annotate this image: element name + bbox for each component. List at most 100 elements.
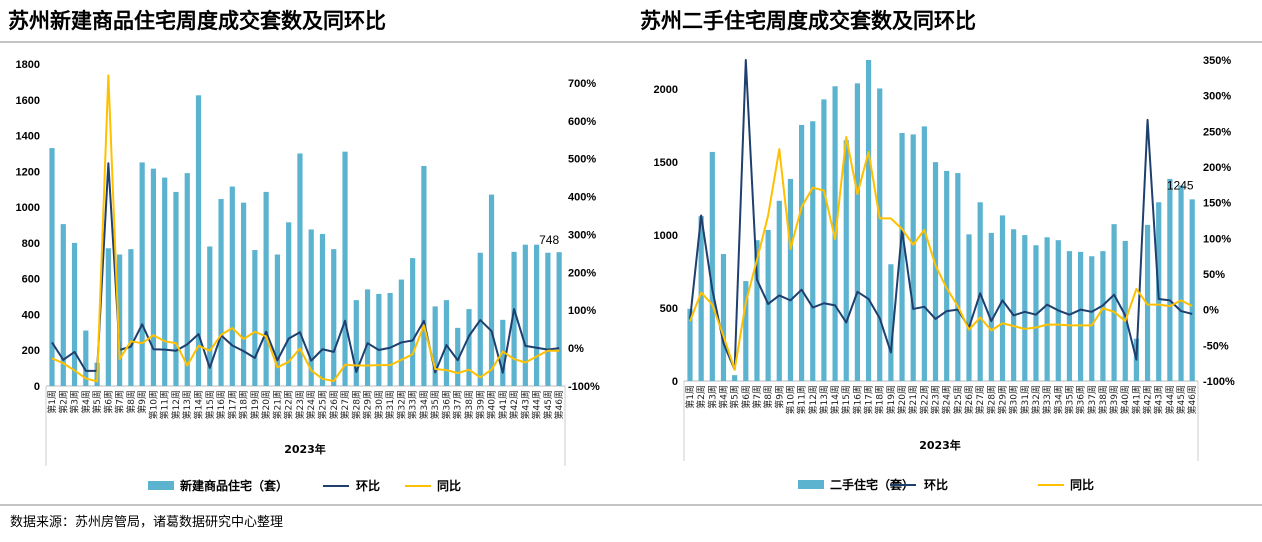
x-tick-label: 第16周 xyxy=(851,385,863,414)
x-axis-title: 2023年 xyxy=(284,442,326,456)
bar-第15周 xyxy=(207,246,213,386)
bar-第4周 xyxy=(83,330,89,386)
bar-第8周 xyxy=(765,229,771,381)
bar-第21周 xyxy=(274,254,280,386)
legend-yoy-label: 同比 xyxy=(1070,477,1094,492)
x-tick-label: 第6周 xyxy=(102,390,114,414)
bar-第37周 xyxy=(1089,256,1095,381)
x-tick-label: 第22周 xyxy=(283,390,295,419)
bar-第30周 xyxy=(1011,229,1017,381)
bar-第1周 xyxy=(687,308,693,381)
y2-tick-label: 150% xyxy=(1203,198,1231,210)
y-tick-label: 1200 xyxy=(16,166,40,178)
x-tick-label: 第5周 xyxy=(729,385,741,409)
x-tick-label: 第21周 xyxy=(271,390,283,419)
bar-第35周 xyxy=(1066,251,1073,381)
x-tick-label: 第17周 xyxy=(226,390,238,419)
y-tick-label: 200 xyxy=(22,345,40,357)
x-tick-label: 第4周 xyxy=(717,385,729,409)
y-tick-label: 2000 xyxy=(654,84,678,96)
y2-tick-label: 250% xyxy=(1203,126,1231,138)
x-tick-label: 第29周 xyxy=(362,390,374,419)
x-tick-label: 第40周 xyxy=(486,390,498,419)
x-tick-label: 第7周 xyxy=(114,390,126,414)
x-tick-label: 第44周 xyxy=(531,390,543,419)
bar-第40周 xyxy=(488,194,495,386)
x-tick-label: 第28周 xyxy=(350,390,362,419)
y2-tick-label: 100% xyxy=(1203,233,1231,245)
x-tick-label: 第41周 xyxy=(497,390,509,419)
y2-tick-label: 0% xyxy=(568,343,584,355)
bar-第24周 xyxy=(944,170,950,381)
x-tick-label: 第34周 xyxy=(1052,385,1064,414)
x-tick-label: 第8周 xyxy=(762,385,774,409)
bar-第32周 xyxy=(1033,245,1039,381)
legend-bar-label: 新建商品住宅（套） xyxy=(180,478,288,493)
x-tick-label: 第41周 xyxy=(1130,385,1142,414)
x-tick-label: 第32周 xyxy=(395,390,407,419)
y-tick-label: 0 xyxy=(672,376,678,388)
x-tick-label: 第13周 xyxy=(818,385,830,414)
bar-第31周 xyxy=(1022,235,1028,381)
bar-第6周 xyxy=(743,281,749,381)
y2-tick-label: 500% xyxy=(568,154,596,166)
x-tick-label: 第28周 xyxy=(985,385,997,414)
y2-tick-label: 350% xyxy=(1203,55,1231,67)
x-tick-label: 第23周 xyxy=(294,390,306,419)
x-tick-label: 第27周 xyxy=(339,390,351,419)
x-tick-label: 第1周 xyxy=(684,385,696,409)
x-tick-label: 第6周 xyxy=(740,385,752,409)
y-tick-label: 0 xyxy=(34,381,40,393)
bar-第19周 xyxy=(888,264,894,381)
x-tick-label: 第12周 xyxy=(170,390,182,419)
y2-tick-label: 400% xyxy=(568,192,596,204)
bar-第39周 xyxy=(1111,224,1117,381)
y-tick-label: 400 xyxy=(22,309,40,321)
y-tick-label: 1800 xyxy=(16,59,40,71)
x-axis-title: 2023年 xyxy=(919,438,961,452)
bar-第4周 xyxy=(720,254,727,381)
x-tick-label: 第36周 xyxy=(1075,385,1087,414)
chart-resale-homes: 0 500 1000 1500 2000 -100% -50% 0% 50% 100% 150% 20… xyxy=(654,55,1236,492)
x-tick-label: 第39周 xyxy=(1108,385,1120,414)
x-tick-label: 第42周 xyxy=(1142,385,1154,414)
x-tick-label: 第13周 xyxy=(181,390,193,419)
bar-第17周 xyxy=(865,60,872,381)
bar-第1周 xyxy=(49,148,55,386)
x-tick-label: 第15周 xyxy=(204,390,216,419)
x-tick-label: 第9周 xyxy=(136,390,148,414)
bar-第22周 xyxy=(921,126,927,381)
x-tick-label: 第17周 xyxy=(863,385,875,414)
x-tick-label: 第24周 xyxy=(305,390,317,419)
y2-tick-label: 700% xyxy=(568,78,596,90)
bar-第8周 xyxy=(128,249,134,386)
x-tick-label: 第46周 xyxy=(1186,385,1198,414)
y-tick-label: 1500 xyxy=(654,157,678,169)
x-tick-label: 第25周 xyxy=(316,390,328,419)
bar-第32周 xyxy=(398,279,404,386)
bar-第15周 xyxy=(843,140,849,381)
bar-第35周 xyxy=(432,306,438,386)
y-tick-label: 1000 xyxy=(16,202,40,214)
bar-第42周 xyxy=(511,251,517,386)
bar-第16周 xyxy=(218,199,224,386)
chart-new-homes: 0 200 400 600 800 1000 1200 1400 1600 1800 -100% 0%… xyxy=(16,59,601,493)
y2-tick-label: 0% xyxy=(1203,305,1219,317)
x-tick-label: 第35周 xyxy=(1063,385,1075,414)
line-yoy xyxy=(51,74,560,383)
bar-第44周 xyxy=(534,244,540,386)
bar-第2周 xyxy=(60,224,66,386)
x-tick-label: 第10周 xyxy=(784,385,796,414)
last-bar-data-label: 748 xyxy=(539,233,559,247)
line-mom xyxy=(51,162,560,374)
x-tick-label: 第44周 xyxy=(1164,385,1176,414)
bar-第18周 xyxy=(877,88,883,381)
line-mom xyxy=(689,59,1193,371)
y-tick-label: 600 xyxy=(22,274,40,286)
bar-第33周 xyxy=(1044,237,1050,381)
legend-bar-swatch xyxy=(148,481,174,490)
bar-第18周 xyxy=(240,202,247,386)
x-tick-label: 第19周 xyxy=(885,385,897,414)
x-tick-label: 第30周 xyxy=(1008,385,1020,414)
x-tick-label: 第26周 xyxy=(328,390,340,419)
